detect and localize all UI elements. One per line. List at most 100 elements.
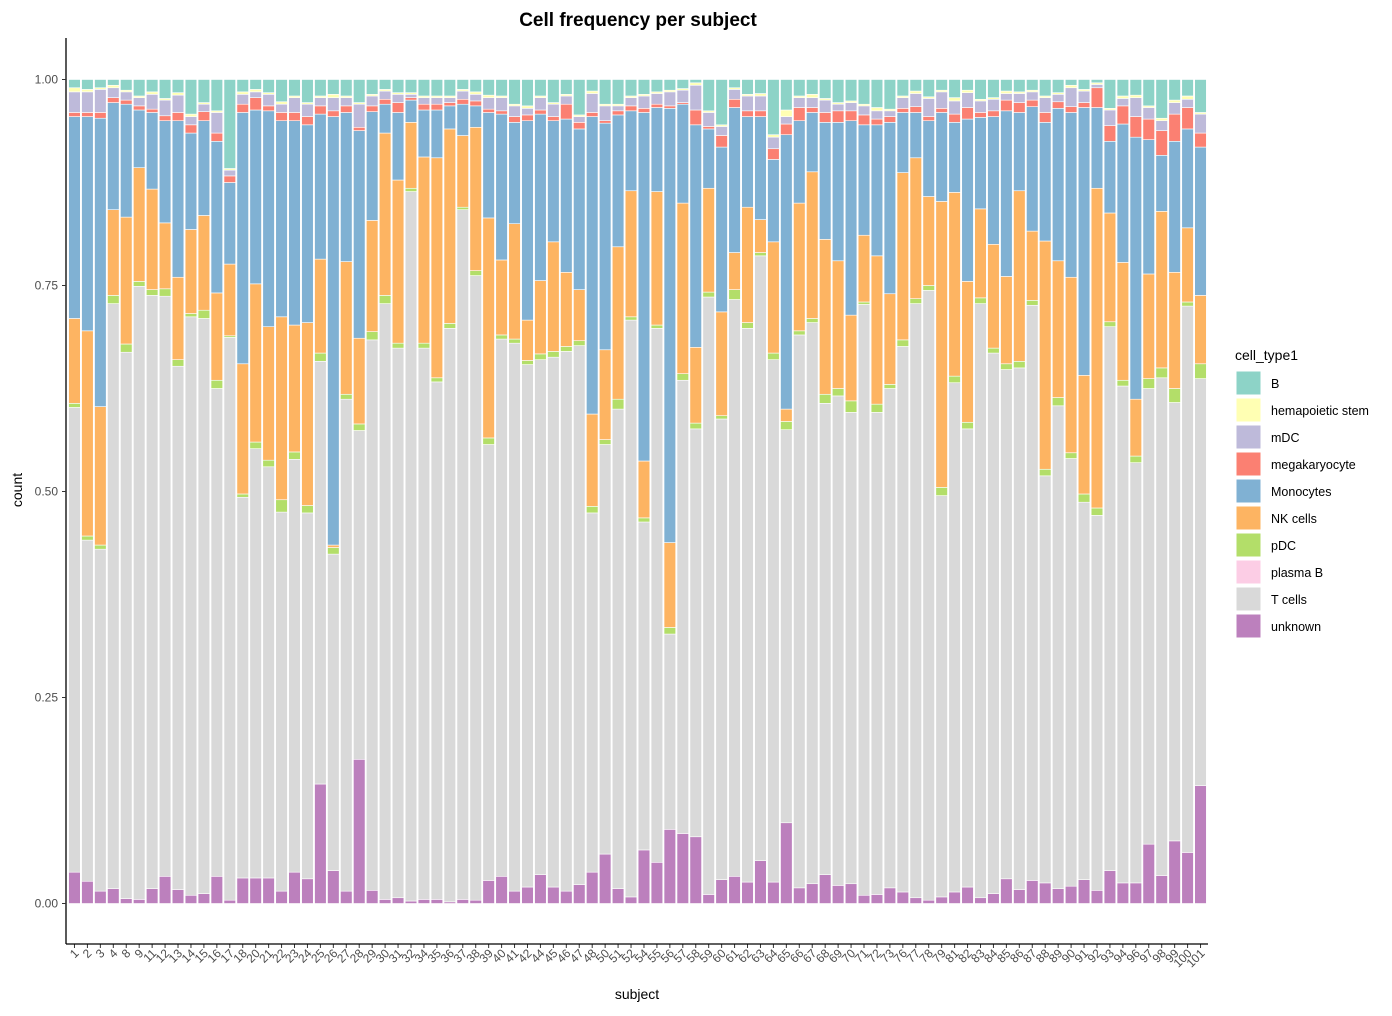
bar-segment-megakaryocyte (844, 110, 858, 121)
bar-segment-pdc (495, 334, 508, 340)
bar-segment-t-cells (831, 395, 845, 886)
bar-segment-monocytes (1039, 122, 1052, 242)
bar-segment-mdc (94, 89, 107, 113)
bar-segment-megakaryocyte (417, 103, 431, 111)
bar-segment-nk-cells (120, 216, 133, 345)
bar-segment-nk-cells (974, 208, 987, 299)
bar-segment-pdc (611, 398, 625, 410)
legend-label: NK cells (1271, 512, 1317, 526)
bar-segment-b (353, 79, 366, 103)
bar-segment-mdc (1181, 98, 1194, 108)
bar-segment-mdc (158, 99, 172, 117)
bar-segment-nk-cells (560, 272, 573, 347)
bar-segment-t-cells (1116, 385, 1129, 884)
bar-segment-nk-cells (793, 202, 806, 332)
bar-segment-t-cells (508, 342, 521, 892)
bar-segment-unknown (819, 874, 832, 904)
bar-segment-megakaryocyte (275, 112, 288, 121)
bar-segment-megakaryocyte (715, 135, 728, 148)
bar-segment-nk-cells (197, 215, 211, 311)
bar-segment-unknown (120, 898, 133, 904)
bar-segment-monocytes (1077, 107, 1091, 376)
bar-segment-pdc (676, 373, 689, 381)
bar-segment-t-cells (430, 381, 444, 900)
bar-segment-b (637, 79, 651, 95)
bar-segment-mdc (81, 91, 94, 113)
bar-segment-unknown (158, 876, 172, 904)
bar-segment-megakaryocyte (573, 122, 586, 130)
bar-segment-megakaryocyte (663, 105, 676, 109)
bar-subject-90 (1064, 79, 1078, 904)
bar-segment-mdc (1064, 87, 1078, 107)
bar-segment-hemapoietic-stem (1116, 95, 1129, 99)
bar-segment-mdc (1052, 94, 1065, 103)
bar-segment-b (715, 79, 728, 126)
y-tick-label: 0.75 (35, 279, 59, 293)
bar-segment-unknown (676, 833, 689, 904)
bar-segment-hemapoietic-stem (780, 109, 793, 117)
bar-segment-megakaryocyte (650, 103, 664, 108)
bar-segment-b (107, 79, 120, 86)
bar-segment-pdc (391, 342, 405, 349)
bar-segment-t-cells (482, 444, 495, 881)
bar-segment-pdc (197, 309, 211, 319)
bar-segment-mdc (146, 94, 159, 110)
bar-segment-unknown (1064, 885, 1078, 904)
bar-segment-monocytes (301, 124, 314, 323)
bar-subject-79 (935, 79, 948, 904)
bar-segment-monocytes (1129, 136, 1142, 400)
bar-segment-monocytes (378, 103, 392, 134)
bar-segment-pdc (353, 423, 366, 431)
bar-segment-megakaryocyte (521, 114, 534, 122)
bar-segment-monocytes (1000, 110, 1013, 277)
legend-item-hemapoietic-stem: hemapoietic stem (1235, 397, 1369, 423)
bar-subject-1 (68, 79, 81, 904)
bar-segment-unknown (1155, 875, 1168, 904)
legend-key (1235, 370, 1262, 396)
bar-segment-nk-cells (482, 217, 495, 439)
bar-subject-4 (107, 79, 120, 904)
bar-segment-megakaryocyte (68, 112, 81, 117)
bar-segment-t-cells (754, 255, 767, 861)
bar-segment-hemapoietic-stem (1168, 99, 1181, 103)
bar-segment-hemapoietic-stem (870, 107, 884, 112)
bar-segment-b (508, 79, 521, 105)
chart-title: Cell frequency per subject (519, 10, 757, 31)
bar-segment-b (599, 79, 612, 105)
bar-segment-mdc (948, 100, 961, 115)
bar-subject-48 (586, 79, 599, 904)
bar-segment-nk-cells (1129, 398, 1142, 457)
bar-subject-63 (754, 79, 767, 904)
bar-segment-b (987, 79, 1000, 98)
bar-segment-nk-cells (896, 172, 909, 341)
bar-segment-t-cells (1103, 326, 1117, 871)
bar-segment-megakaryocyte (935, 108, 948, 113)
bar-segment-nk-cells (301, 322, 314, 506)
bar-segment-unknown (534, 874, 547, 904)
bar-segment-t-cells (443, 328, 456, 903)
bar-segment-unknown (948, 891, 961, 904)
bar-segment-megakaryocyte (391, 102, 405, 113)
bar-segment-pdc (767, 352, 780, 360)
bar-segment-nk-cells (275, 316, 288, 501)
bar-segment-hemapoietic-stem (806, 94, 819, 98)
bar-segment-unknown (689, 836, 702, 904)
bar-segment-hemapoietic-stem (469, 91, 482, 95)
bar-segment-t-cells (404, 191, 418, 902)
bar-segment-megakaryocyte (508, 116, 521, 123)
bar-segment-pdc (120, 343, 133, 353)
bar-segment-pdc (301, 505, 314, 514)
bar-segment-t-cells (650, 328, 664, 863)
bar-segment-monocytes (1181, 128, 1194, 229)
bar-segment-mdc (456, 90, 469, 100)
bar-segment-pdc (560, 346, 573, 352)
bar-segment-pdc (819, 393, 832, 404)
bar-segment-t-cells (146, 295, 159, 889)
bar-segment-b (547, 79, 560, 103)
bar-segment-megakaryocyte (456, 98, 469, 105)
bar-segment-unknown (987, 893, 1000, 904)
bar-segment-mdc (340, 97, 353, 107)
bar-segment-mdc (689, 84, 702, 111)
bar-segment-t-cells (689, 428, 702, 838)
bar-segment-monocytes (754, 116, 767, 220)
